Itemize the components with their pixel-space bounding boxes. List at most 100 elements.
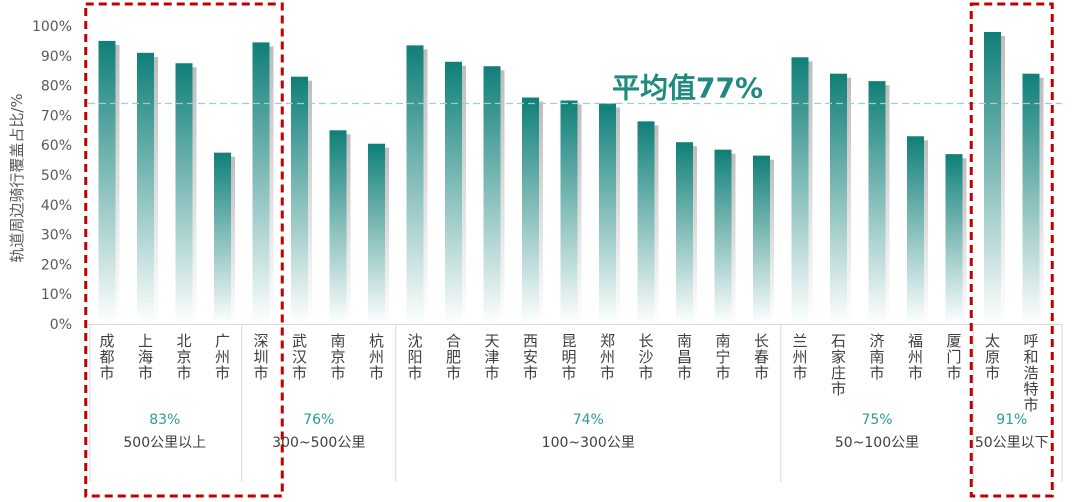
group-label: 50~100公里 [835,435,919,451]
bar-shadow [616,107,620,324]
bar [137,52,154,324]
highlight-box [969,2,1054,498]
y-tick-label: 20% [41,257,72,273]
group-label: 300~500公里 [272,435,365,451]
bar-shadow [192,67,197,324]
bar-shadow [385,147,389,324]
average-label: 平均值77% [612,71,763,104]
y-tick-label: 50% [41,168,72,184]
category-label: 郑州市 [600,332,615,382]
bar-shadow [231,156,235,324]
bar-shadow [269,46,274,324]
bar [791,57,809,324]
category-label: 南宁市 [715,332,730,382]
category-label: 上海市 [138,332,153,382]
bar-shadow [308,80,312,324]
category-label: 北京市 [176,332,191,382]
bar-shadow [770,159,774,324]
category-label: 昆明市 [561,332,576,382]
bar [676,142,693,324]
y-tick-label: 0% [50,317,72,333]
group-percentage: 75% [861,412,892,428]
category-label: 天津市 [484,332,499,382]
bar [368,143,385,324]
bar [599,103,616,324]
bar [445,61,462,324]
bar-shadow [731,153,736,324]
bar-shadow [346,134,351,324]
bar [907,136,924,324]
bar [945,154,963,324]
bar [406,45,424,325]
bar [984,31,1001,325]
category-label: 福州市 [908,332,923,382]
bar-shadow [462,65,466,324]
group-percentage: 76% [303,412,334,428]
bar [868,81,886,324]
bar-shadow [539,101,543,325]
bar-shadow [115,44,120,325]
y-tick-label: 90% [41,49,72,65]
bar [830,73,847,325]
category-label: 成都市 [99,332,114,382]
y-tick-label: 80% [41,79,72,95]
category-label: 长春市 [754,332,769,382]
y-axis-label: 轨道周边骑行覆盖占比/% [8,93,26,262]
category-label: 南京市 [330,332,345,382]
y-tick-label: 70% [41,108,72,124]
bar [714,149,732,324]
bar-shadow [423,49,428,325]
category-label: 厦门市 [946,332,961,382]
bar-shadow [693,146,697,324]
category-label: 南昌市 [677,332,692,382]
category-label: 兰州市 [792,332,807,382]
group-percentage: 83% [149,412,180,428]
category-label: 西安市 [523,332,538,382]
category-label: 呼和浩特市 [1023,332,1038,414]
category-label: 武汉市 [292,332,307,382]
group-percentage: 74% [573,412,604,428]
bar-shadow [962,158,967,324]
bar [637,121,655,324]
y-tick-label: 10% [41,287,72,303]
bar-shadow [808,61,813,324]
y-tick-label: 60% [41,138,72,154]
bar-shadow [1039,77,1044,325]
bar-shadow [154,56,158,324]
bar-shadow [1001,35,1005,325]
category-label: 深圳市 [253,332,268,382]
bar-shadow [924,140,928,324]
category-label: 济南市 [869,332,884,382]
bar [291,76,308,324]
y-tick-label: 100% [32,19,72,35]
bar-shadow [577,104,582,324]
bar-shadow [654,125,659,324]
bar [560,100,578,324]
group-label: 100~300公里 [542,435,635,451]
y-tick-label: 40% [41,198,72,214]
group-label: 500公里以上 [123,435,206,451]
y-tick-label: 30% [41,228,72,244]
bar [214,152,231,324]
category-label: 太原市 [985,332,1000,382]
highlight-box [84,2,284,498]
category-label: 合肥市 [446,332,461,382]
bar [753,155,770,324]
bar-shadow [500,70,505,324]
bar [522,97,539,325]
bar [1022,73,1040,325]
category-label: 长沙市 [638,332,653,382]
bar [329,130,347,324]
category-label: 杭州市 [369,332,384,382]
bar-shadow [847,77,851,325]
bar [252,42,270,324]
category-label: 石家庄市 [831,332,846,398]
group-label: 50公里以下 [975,435,1049,451]
category-label: 广州市 [215,332,230,382]
bar [483,66,501,324]
bar [175,63,193,324]
category-label: 沈阳市 [407,332,422,382]
bar-shadow [885,85,890,324]
group-percentage: 91% [996,412,1027,428]
